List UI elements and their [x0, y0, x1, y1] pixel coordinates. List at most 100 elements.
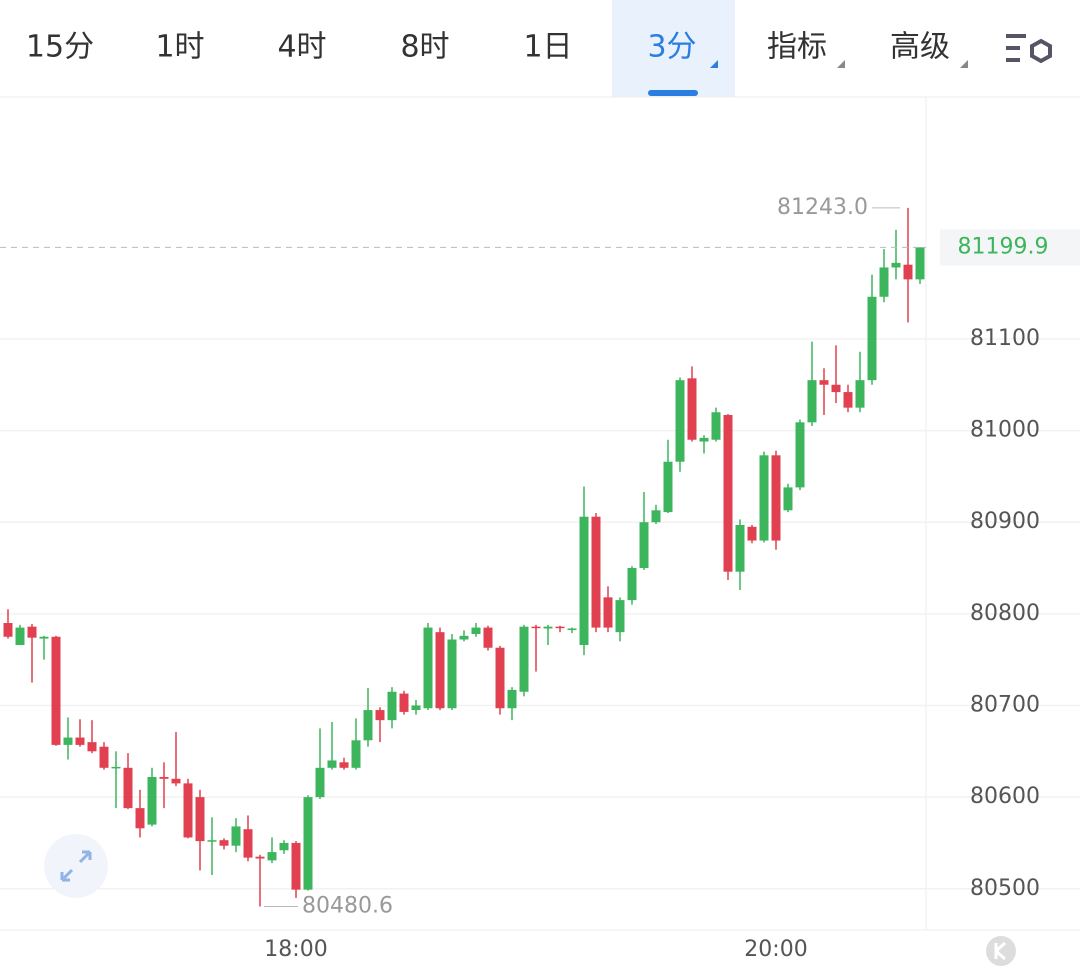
candle-body: [303, 797, 313, 890]
candle-body: [903, 264, 913, 280]
high-label: 81243.0: [777, 195, 868, 220]
tab[interactable]: 1日: [523, 30, 572, 65]
grid: [0, 338, 1080, 890]
y-tick-label: 80600: [970, 784, 1040, 809]
dropdown-arrow: [837, 60, 845, 68]
settings-icon[interactable]: [1006, 34, 1052, 64]
candle-body: [411, 705, 421, 711]
candle-body: [327, 760, 337, 768]
y-tick-label: 80900: [970, 509, 1040, 534]
last-price-box: [940, 229, 1080, 266]
expand-arrows: [60, 850, 92, 882]
candle-body: [315, 767, 325, 798]
candle-body: [75, 737, 85, 745]
candle-body: [891, 262, 901, 268]
candle-body: [759, 455, 769, 541]
x-tick-label: 20:00: [744, 937, 807, 962]
candle-body: [159, 776, 169, 779]
candle-body: [543, 626, 553, 629]
candle-body: [735, 524, 745, 572]
candle-body: [387, 691, 397, 721]
candle-body: [783, 487, 793, 511]
dropdown-arrow: [710, 60, 718, 68]
candle-body: [399, 693, 409, 712]
dropdown-arrows: [710, 60, 968, 68]
icon-bar: [1006, 46, 1020, 50]
candle-body: [495, 647, 505, 709]
tab[interactable]: 3分: [647, 30, 696, 65]
timeframe-bar: 15分 1时 4时 8时 1日 3分 指标 高级: [26, 0, 950, 97]
candle-body: [219, 840, 229, 846]
candles: [3, 207, 925, 907]
k-glyph: [994, 941, 1006, 961]
candle-body: [435, 632, 445, 709]
candle-body: [51, 636, 61, 745]
x-tick-label: 18:00: [264, 937, 327, 962]
candle-body: [651, 510, 661, 523]
candle-body: [663, 461, 673, 513]
candle-body: [339, 762, 349, 768]
candle-body: [831, 384, 841, 393]
candle-body: [615, 600, 625, 633]
y-tick-label: 81000: [970, 418, 1040, 443]
candle-body: [879, 267, 889, 297]
candle-body: [855, 380, 865, 408]
tab[interactable]: 指标: [767, 30, 827, 65]
candle-body: [675, 380, 685, 462]
candle-body: [171, 778, 181, 784]
candle-body: [639, 522, 649, 569]
tab[interactable]: 4时: [277, 30, 326, 65]
candle-body: [819, 380, 829, 385]
tab[interactable]: 15分: [26, 30, 94, 65]
candle-body: [723, 414, 733, 572]
candle-body: [807, 380, 817, 423]
candle-body: [711, 412, 721, 440]
y-tick-label: 80800: [970, 601, 1040, 626]
dropdown-arrow: [960, 60, 968, 68]
candle-body: [63, 737, 73, 745]
candle-body: [87, 742, 97, 752]
candle-body: [531, 626, 541, 629]
candle-body: [279, 842, 289, 851]
candle-body: [795, 422, 805, 488]
candle-body: [111, 766, 121, 769]
candle-body: [39, 636, 49, 639]
candle-body: [483, 627, 493, 648]
k-button[interactable]: [986, 936, 1016, 966]
candle-body: [471, 627, 481, 635]
last-price-label: 81199.9: [958, 234, 1049, 259]
tab[interactable]: 1时: [155, 30, 204, 65]
selected-tab-underline: [648, 90, 698, 96]
y-tick-label: 80500: [970, 876, 1040, 901]
candle-body: [867, 296, 877, 381]
candle-body: [183, 783, 193, 838]
candle-body: [519, 626, 529, 692]
icon-bar: [1006, 58, 1020, 62]
tab[interactable]: 8时: [400, 30, 449, 65]
icon-bar: [1006, 34, 1026, 38]
candle-body: [447, 639, 457, 709]
candle-body: [363, 710, 373, 741]
y-tick-label: 81100: [970, 326, 1040, 351]
selected-tab-bg: [612, 0, 735, 97]
candle-body: [3, 623, 13, 637]
expand-button[interactable]: [44, 834, 108, 898]
candle-body: [231, 826, 241, 846]
candle-body: [135, 808, 145, 829]
candle-body: [375, 710, 385, 721]
candle-body: [699, 437, 709, 442]
candle-body: [771, 455, 781, 541]
candle-body: [207, 840, 217, 842]
candle-body: [243, 829, 253, 858]
labels: 80500 80600 80700 80800 80900 81000 81100 18:00…: [0, 195, 1080, 962]
candle-body: [255, 856, 265, 859]
candle-body: [15, 627, 25, 646]
candle-body: [267, 852, 277, 861]
candle-body: [195, 797, 205, 842]
candle-body: [567, 628, 577, 631]
tab[interactable]: 高级: [890, 30, 950, 65]
candle-body: [747, 526, 757, 541]
candle-body: [459, 635, 469, 640]
